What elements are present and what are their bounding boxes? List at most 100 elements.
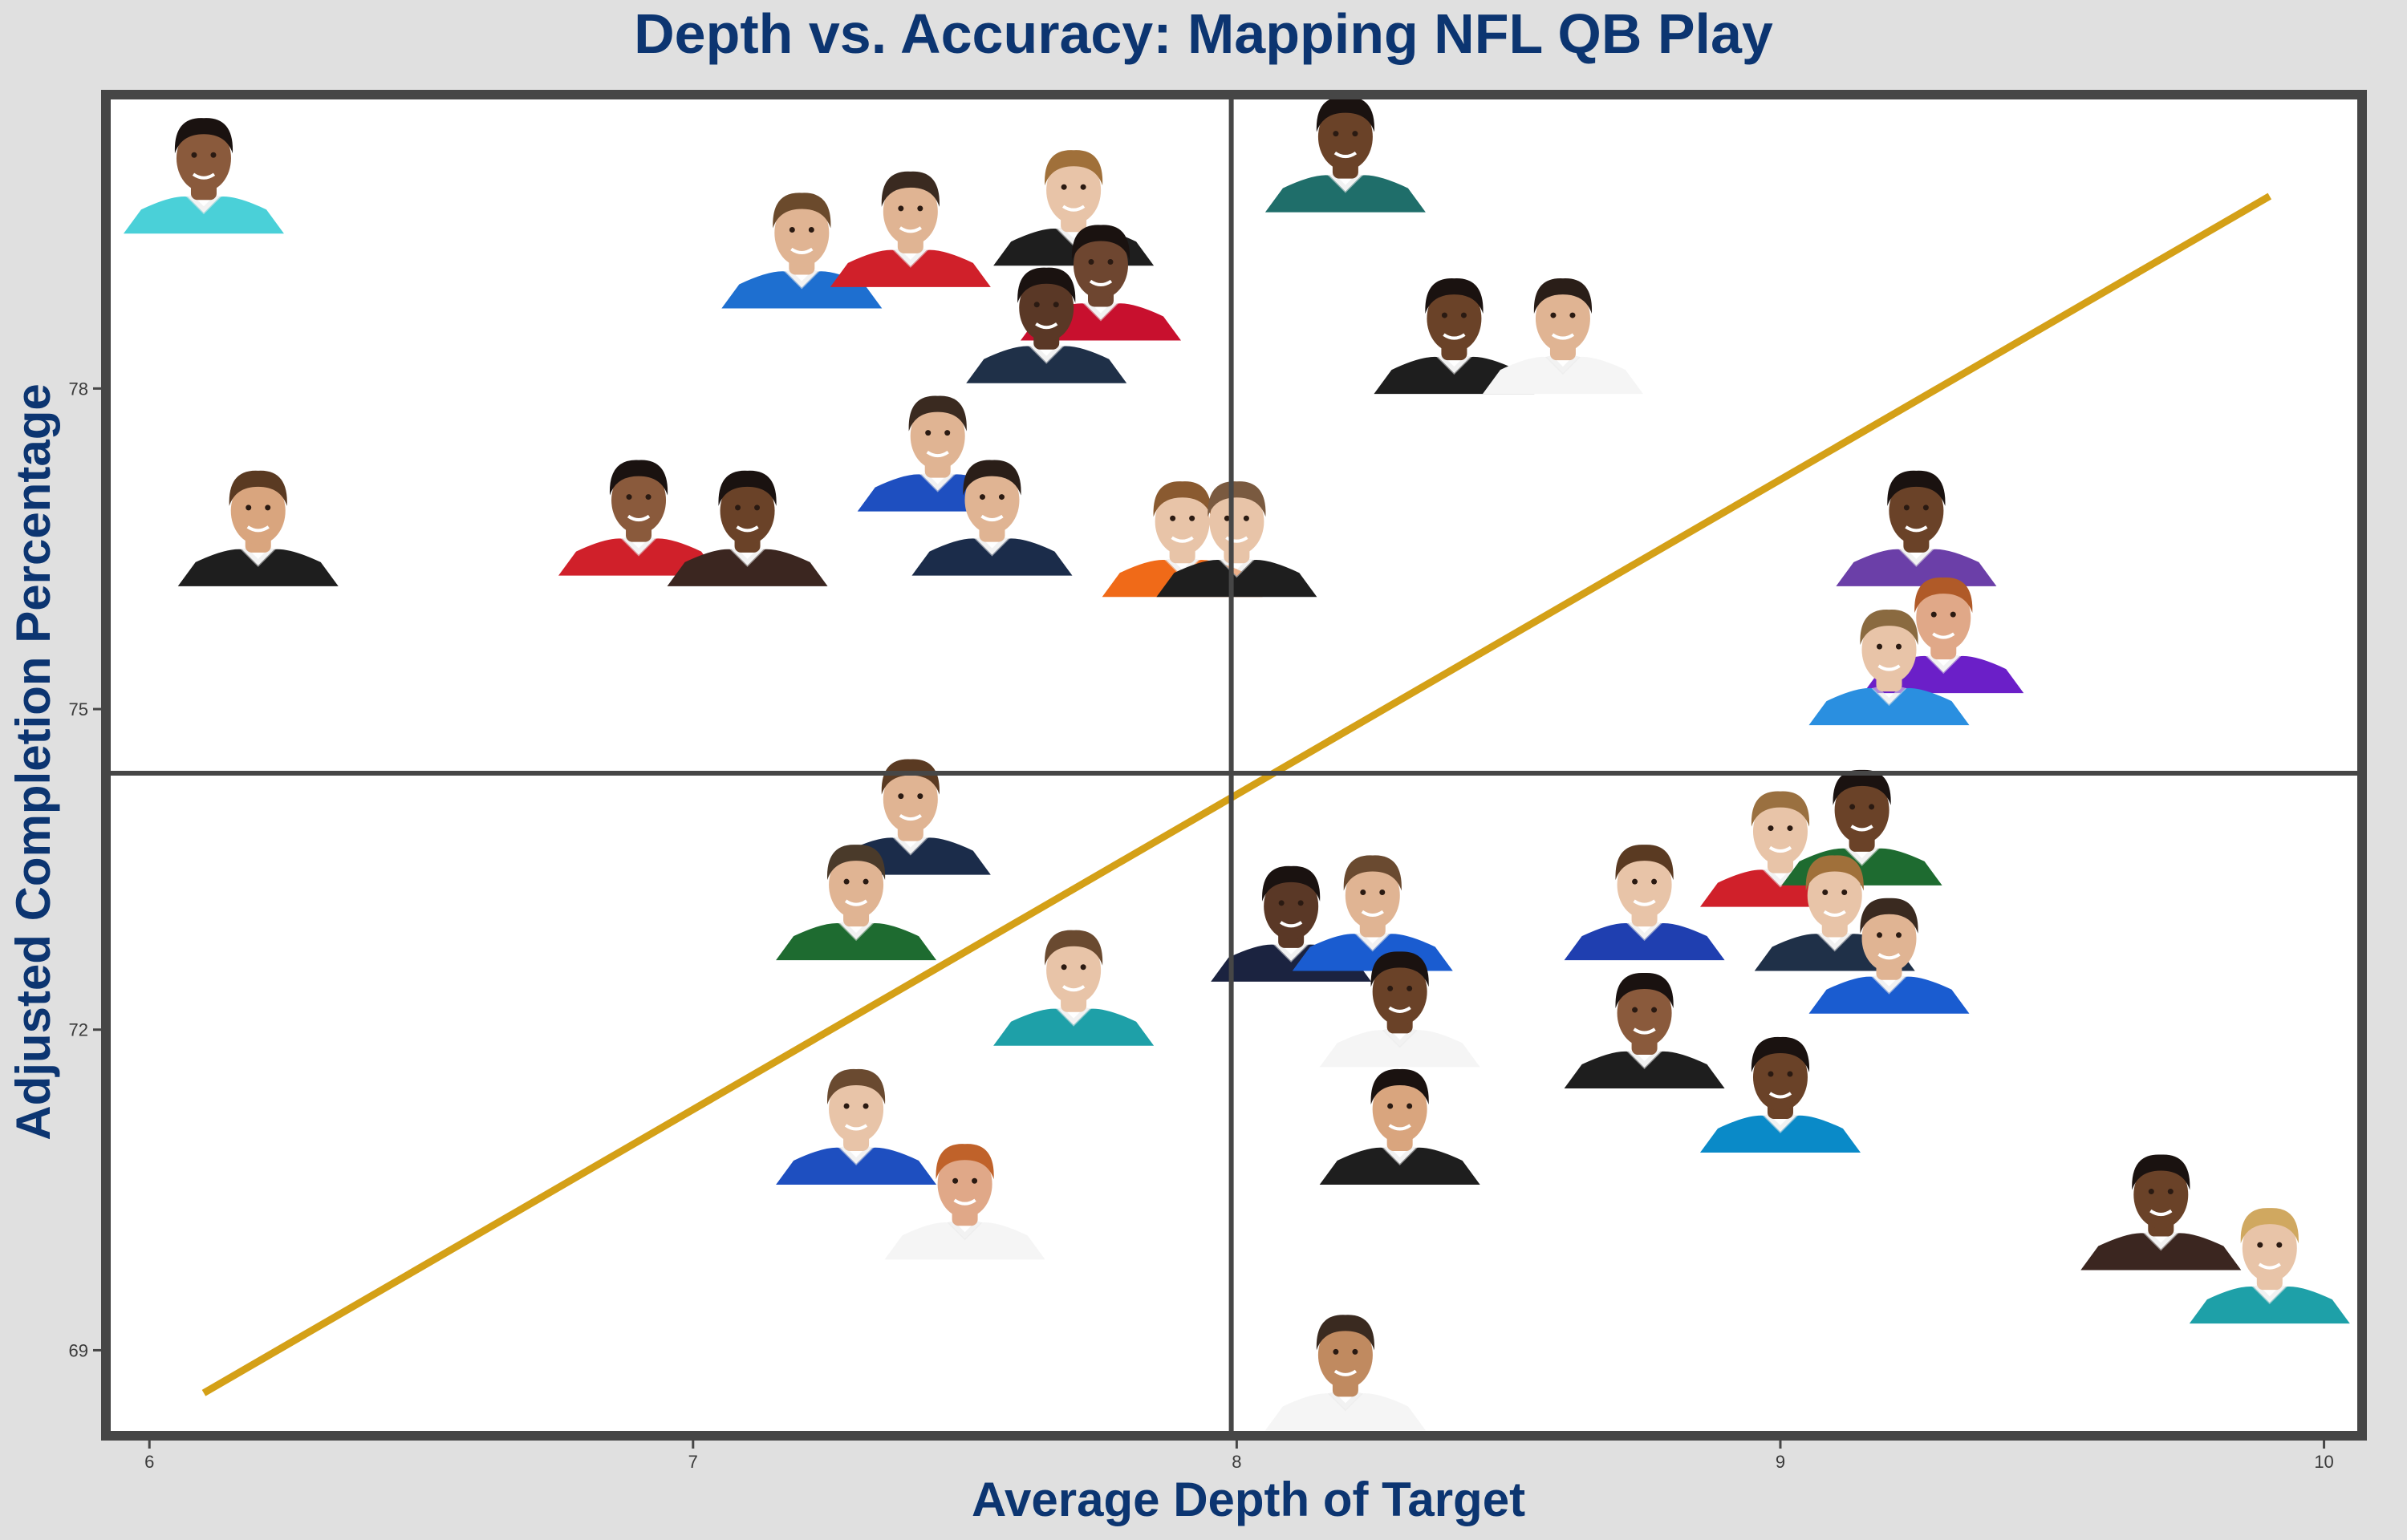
jersey-collar xyxy=(185,195,221,215)
eye-shape xyxy=(1080,964,1086,971)
jersey-collar xyxy=(2143,1231,2179,1251)
face-shape xyxy=(964,466,1020,534)
smile-shape xyxy=(844,1124,868,1131)
player-headshot-point xyxy=(1319,951,1480,1068)
jersey-collar xyxy=(1382,1145,1418,1165)
smile-shape xyxy=(1551,333,1575,340)
hair-shape xyxy=(881,171,940,207)
face-shape xyxy=(1752,797,1808,865)
hair-shape xyxy=(1751,1036,1810,1072)
face-shape xyxy=(883,765,938,833)
smile-shape xyxy=(1633,899,1656,906)
player-headshot-point xyxy=(830,171,991,287)
hair-shape xyxy=(826,1068,886,1104)
eye-shape xyxy=(754,505,761,511)
eye-shape xyxy=(1876,643,1882,650)
hair-shape xyxy=(826,845,886,881)
quadrant-lines-layer xyxy=(106,95,2362,1436)
eye-shape xyxy=(1406,985,1413,991)
eye-shape xyxy=(917,205,923,212)
face-shape xyxy=(829,851,884,919)
jersey-collar xyxy=(892,836,928,856)
eye-shape xyxy=(1849,804,1856,810)
smile-shape xyxy=(790,247,814,254)
jersey-collar xyxy=(729,547,765,567)
smile-shape xyxy=(1280,921,1303,928)
jersey-collar xyxy=(621,537,657,557)
eye-shape xyxy=(246,505,252,511)
jersey-collar xyxy=(1056,1007,1092,1027)
eye-shape xyxy=(1460,312,1467,318)
face-shape xyxy=(1752,1043,1808,1111)
jersey-shape xyxy=(911,538,1073,576)
hair-shape xyxy=(1425,278,1484,314)
face-shape xyxy=(1916,584,1971,652)
face-shape xyxy=(1535,285,1590,353)
face-shape xyxy=(611,466,667,534)
jersey-shape xyxy=(776,1147,937,1185)
eye-shape xyxy=(2276,1242,2283,1248)
hair-shape xyxy=(1262,865,1321,902)
face-shape xyxy=(230,476,286,545)
eye-shape xyxy=(1061,964,1067,971)
hair-shape xyxy=(1615,972,1674,1009)
smile-shape xyxy=(1877,953,1901,960)
player-headshot-point xyxy=(1808,610,1970,726)
eye-shape xyxy=(863,1103,869,1109)
hair-shape xyxy=(2132,1154,2190,1190)
x-axis-title: Average Depth of Target xyxy=(972,1473,1525,1526)
plot-area xyxy=(101,90,2367,1441)
eye-shape xyxy=(1080,184,1086,190)
smile-shape xyxy=(1850,825,1873,832)
hair-shape xyxy=(174,118,233,154)
jersey-collar xyxy=(1844,846,1880,866)
player-headshot-point xyxy=(1699,1036,1861,1153)
hair-shape xyxy=(1071,225,1130,261)
jersey-shape xyxy=(1319,1147,1480,1185)
eye-shape xyxy=(1170,515,1176,521)
hair-shape xyxy=(881,759,940,795)
eye-shape xyxy=(1333,131,1339,137)
jersey-collar xyxy=(240,547,276,567)
smile-shape xyxy=(2149,1209,2173,1217)
player-headshot-point xyxy=(2189,1208,2350,1324)
eye-shape xyxy=(1107,258,1114,265)
eye-shape xyxy=(1224,515,1230,521)
jersey-collar xyxy=(1871,687,1907,707)
y-tick-label: 78 xyxy=(69,379,88,399)
player-headshot-point xyxy=(1482,278,1643,395)
eye-shape xyxy=(863,878,869,885)
hair-shape xyxy=(1316,96,1375,132)
jersey-shape xyxy=(1808,976,1970,1014)
jersey-collar xyxy=(947,1221,983,1241)
jersey-collar xyxy=(974,537,1010,557)
player-headshot-point xyxy=(776,1068,937,1185)
eye-shape xyxy=(1243,515,1249,521)
player-headshot-point xyxy=(1264,1315,1426,1431)
player-headshot-point xyxy=(1836,470,1997,586)
hair-shape xyxy=(1533,278,1593,314)
smile-shape xyxy=(1171,536,1194,543)
eye-shape xyxy=(735,505,741,511)
face-shape xyxy=(1617,851,1672,919)
jersey-shape xyxy=(1564,1051,1725,1089)
jersey-shape xyxy=(884,1222,1045,1260)
jersey-shape xyxy=(1482,356,1643,395)
eye-shape xyxy=(1903,505,1910,511)
eye-shape xyxy=(917,793,923,800)
smile-shape xyxy=(192,172,216,180)
jersey-collar xyxy=(1164,558,1200,578)
eye-shape xyxy=(925,430,932,436)
smile-shape xyxy=(899,226,922,233)
hair-shape xyxy=(1343,855,1402,891)
eye-shape xyxy=(645,494,651,500)
smile-shape xyxy=(1823,910,1846,918)
x-tick-label: 9 xyxy=(1776,1452,1785,1472)
face-shape xyxy=(910,402,965,470)
jersey-shape xyxy=(830,249,991,287)
eye-shape xyxy=(1651,1007,1658,1013)
jersey-shape xyxy=(1808,687,1970,726)
smile-shape xyxy=(953,1198,976,1206)
eye-shape xyxy=(1768,1071,1774,1077)
eye-shape xyxy=(1360,890,1366,896)
